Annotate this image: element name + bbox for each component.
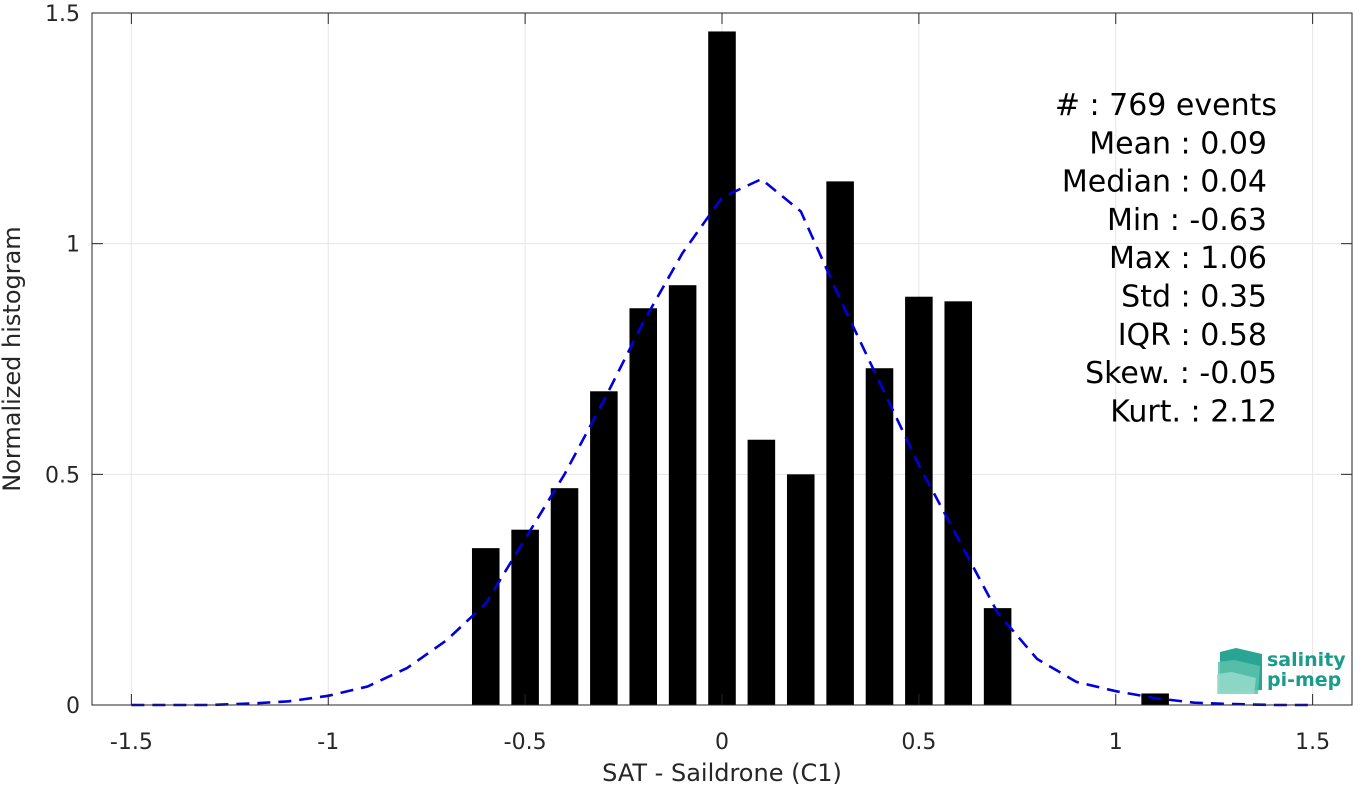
bar-9	[826, 181, 854, 706]
bar-8	[786, 474, 815, 705]
bar-1	[511, 529, 539, 705]
axes	[91, 12, 1353, 706]
x-tick-label-4: 0.5	[901, 730, 936, 755]
stat-line-4: Max : 1.06	[1109, 241, 1267, 276]
bar-2	[550, 488, 579, 705]
stat-line-2: Median : 0.04	[1062, 165, 1267, 200]
logo-text-line2: pi-mep	[1267, 669, 1341, 691]
x-tick-label-3: 0	[715, 730, 729, 755]
stat-line-6: IQR : 0.58	[1118, 318, 1267, 353]
y-tick-label-2: 1	[66, 233, 80, 258]
bar-0	[471, 548, 500, 705]
bar-4	[629, 308, 658, 705]
bars	[471, 31, 1169, 706]
bar-6	[708, 31, 736, 706]
x-tick-label-5: 1	[1109, 730, 1123, 755]
stat-line-7: Skew. : -0.05	[1085, 356, 1277, 391]
bar-10	[865, 368, 894, 705]
stat-line-1: Mean : 0.09	[1089, 126, 1267, 161]
y-tick-label-1: 0.5	[45, 463, 80, 488]
x-tick-label-1: -1	[317, 730, 339, 755]
stat-line-0: # : 769 events	[1055, 88, 1277, 123]
bar-3	[590, 391, 618, 705]
x-axis-label: SAT - Saildrone (C1)	[602, 759, 842, 785]
salinity-pi-mep-logo: salinity pi-mep	[1217, 648, 1346, 694]
y-tick-label-0: 0	[66, 694, 80, 719]
bar-7	[747, 439, 776, 705]
stat-line-8: Kurt. : 2.12	[1110, 394, 1277, 429]
x-tick-label-6: 1.5	[1295, 730, 1330, 755]
logo-text-line1: salinity	[1267, 649, 1346, 671]
y-tick-label-3: 1.5	[45, 2, 80, 27]
bar-11	[905, 296, 933, 705]
y-axis-label: Normalized histogram	[0, 226, 26, 491]
x-tick-label-2: -0.5	[504, 730, 547, 755]
x-tick-label-0: -1.5	[110, 730, 153, 755]
logo-waves-icon	[1217, 648, 1262, 694]
stat-line-5: Std : 0.35	[1121, 280, 1267, 315]
tick-labels: -1.5 -1 -0.5 0 0.5 1 1.5 0 0.5 1 1.5	[45, 2, 1330, 755]
bar-5	[668, 285, 697, 705]
stat-line-3: Min : -0.63	[1107, 203, 1267, 238]
bar-12	[944, 301, 973, 705]
